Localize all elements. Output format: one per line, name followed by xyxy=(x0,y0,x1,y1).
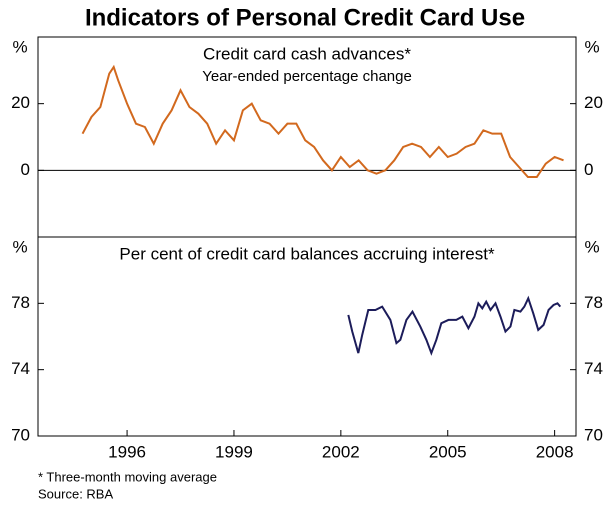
y-tick-label: 0 xyxy=(21,160,30,179)
data-line xyxy=(347,295,562,356)
panel-subtitle: Year-ended percentage change xyxy=(202,68,412,85)
y-axis-label: % xyxy=(12,37,27,56)
y-tick-label: 70 xyxy=(584,425,603,444)
y-tick-label: 78 xyxy=(584,293,603,312)
y-tick-label: 0 xyxy=(584,160,593,179)
panel-title: Per cent of credit card balances accruin… xyxy=(119,244,495,263)
x-tick-label: 2008 xyxy=(536,442,574,461)
x-tick-label: 1996 xyxy=(108,442,146,461)
chart-title: Indicators of Personal Credit Card Use xyxy=(85,4,525,31)
y-tick-label: 20 xyxy=(11,93,30,112)
y-tick-label: 74 xyxy=(584,359,603,378)
source: Source: RBA xyxy=(38,486,113,501)
y-tick-label: 74 xyxy=(11,359,30,378)
y-tick-label: 78 xyxy=(11,293,30,312)
y-axis-label: % xyxy=(584,237,599,256)
y-axis-label: % xyxy=(584,37,599,56)
y-tick-label: 20 xyxy=(584,93,603,112)
y-axis-label: % xyxy=(12,237,27,256)
panel-title: Credit card cash advances* xyxy=(203,44,411,63)
footnote: * Three-month moving average xyxy=(38,469,217,484)
x-tick-label: 1999 xyxy=(215,442,253,461)
x-tick-label: 2002 xyxy=(322,442,360,461)
y-tick-label: 70 xyxy=(11,425,30,444)
data-line xyxy=(81,64,564,178)
x-tick-label: 2005 xyxy=(429,442,467,461)
